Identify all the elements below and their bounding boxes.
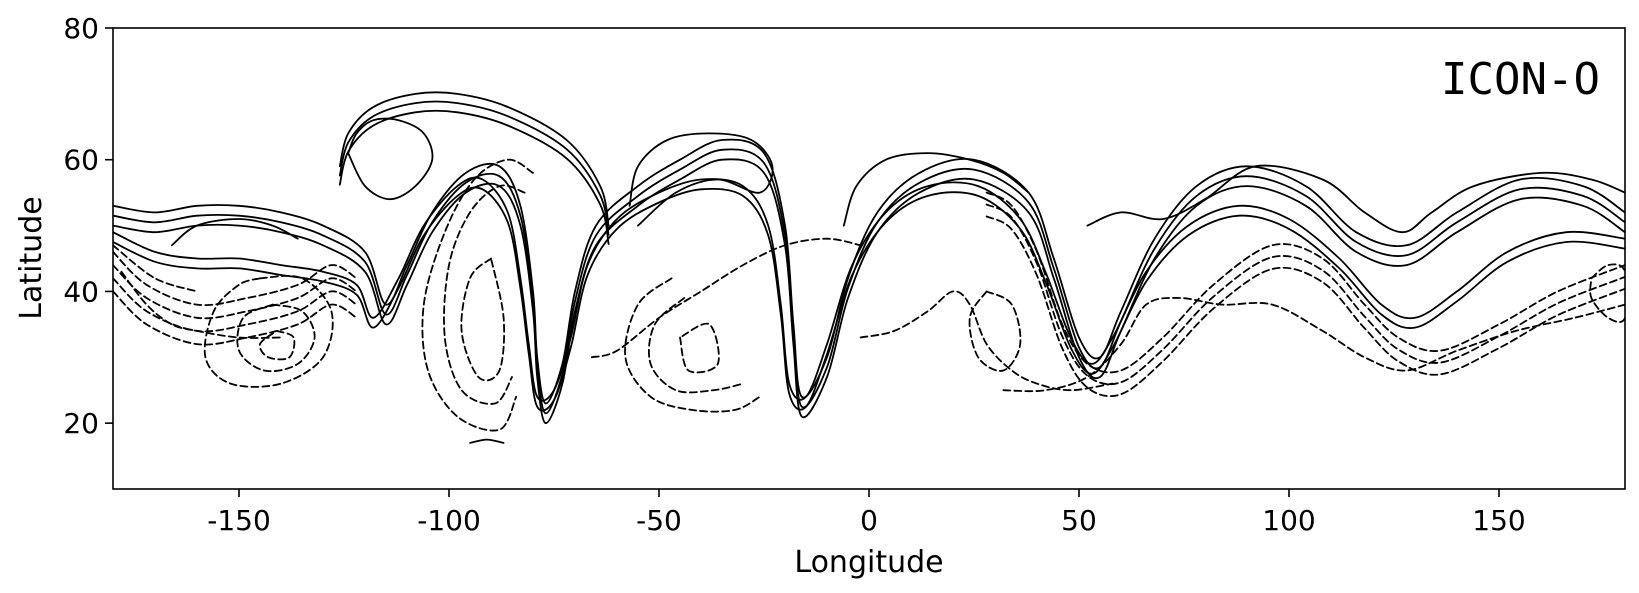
solid-contour-line xyxy=(113,186,1625,412)
x-axis-label: Longitude xyxy=(794,545,943,580)
dashed-contour-line xyxy=(985,191,1625,374)
dashed-contour-line xyxy=(1002,297,1625,393)
dashed-contour-line xyxy=(113,251,358,306)
y-axis-label: Latitude xyxy=(14,196,49,319)
dashed-contour-line xyxy=(648,297,744,394)
dashed-contour-line xyxy=(1589,263,1625,323)
solid-contour-line xyxy=(113,148,1625,415)
x-tick-label: -150 xyxy=(207,504,271,537)
solid-contour-line xyxy=(1086,164,1625,234)
y-tick-label: 80 xyxy=(63,12,99,45)
solid-contour-line xyxy=(347,117,434,201)
x-tick-label: 100 xyxy=(1262,504,1315,537)
dashed-contour-line xyxy=(985,203,1625,386)
x-tick-label: -50 xyxy=(636,504,682,537)
dashed-contour-line xyxy=(203,274,334,388)
solid-contour-line xyxy=(338,100,610,236)
dashed-contour-line xyxy=(113,277,358,333)
x-tick-label: 50 xyxy=(1061,504,1097,537)
dashed-contour-line xyxy=(968,290,1022,372)
solid-contour-line xyxy=(338,91,610,227)
dashed-contour-line xyxy=(120,270,282,339)
dashed-contour-line xyxy=(113,264,358,320)
solid-contour-line xyxy=(338,109,610,245)
dashed-contour-line xyxy=(443,184,526,405)
x-axis: -150 -100 -50 0 50 100 150 xyxy=(207,489,1526,537)
dashed-contour-line xyxy=(460,257,506,382)
solid-contour-line xyxy=(469,438,505,444)
y-tick-label: 40 xyxy=(63,275,99,308)
solid-contour-line xyxy=(113,176,1625,402)
dashed-contour-line xyxy=(679,322,720,374)
dashed-contour-line xyxy=(258,330,296,361)
solid-contour-line xyxy=(170,218,299,247)
y-tick-label: 20 xyxy=(63,407,99,440)
solid-contour-line xyxy=(628,132,774,227)
dashed-contour-line xyxy=(624,277,761,413)
dashed-contour-line xyxy=(985,215,1625,398)
dashed-contour-line xyxy=(236,303,316,373)
y-axis: 20 40 60 80 xyxy=(63,12,113,440)
x-tick-label: 0 xyxy=(860,504,878,537)
x-tick-label: -100 xyxy=(417,504,481,537)
solid-contour-line xyxy=(842,152,1030,227)
dashed-contour-line xyxy=(113,290,358,346)
dashed-contour-line xyxy=(590,237,862,359)
dashed-contour-line xyxy=(421,158,534,432)
solid-contour-line xyxy=(113,138,1625,405)
panel-annotation: ICON-O xyxy=(1441,54,1600,105)
contour-layer xyxy=(113,91,1625,444)
dashed-contour-line xyxy=(113,244,198,293)
y-tick-label: 60 xyxy=(63,144,99,177)
x-tick-label: 150 xyxy=(1472,504,1525,537)
